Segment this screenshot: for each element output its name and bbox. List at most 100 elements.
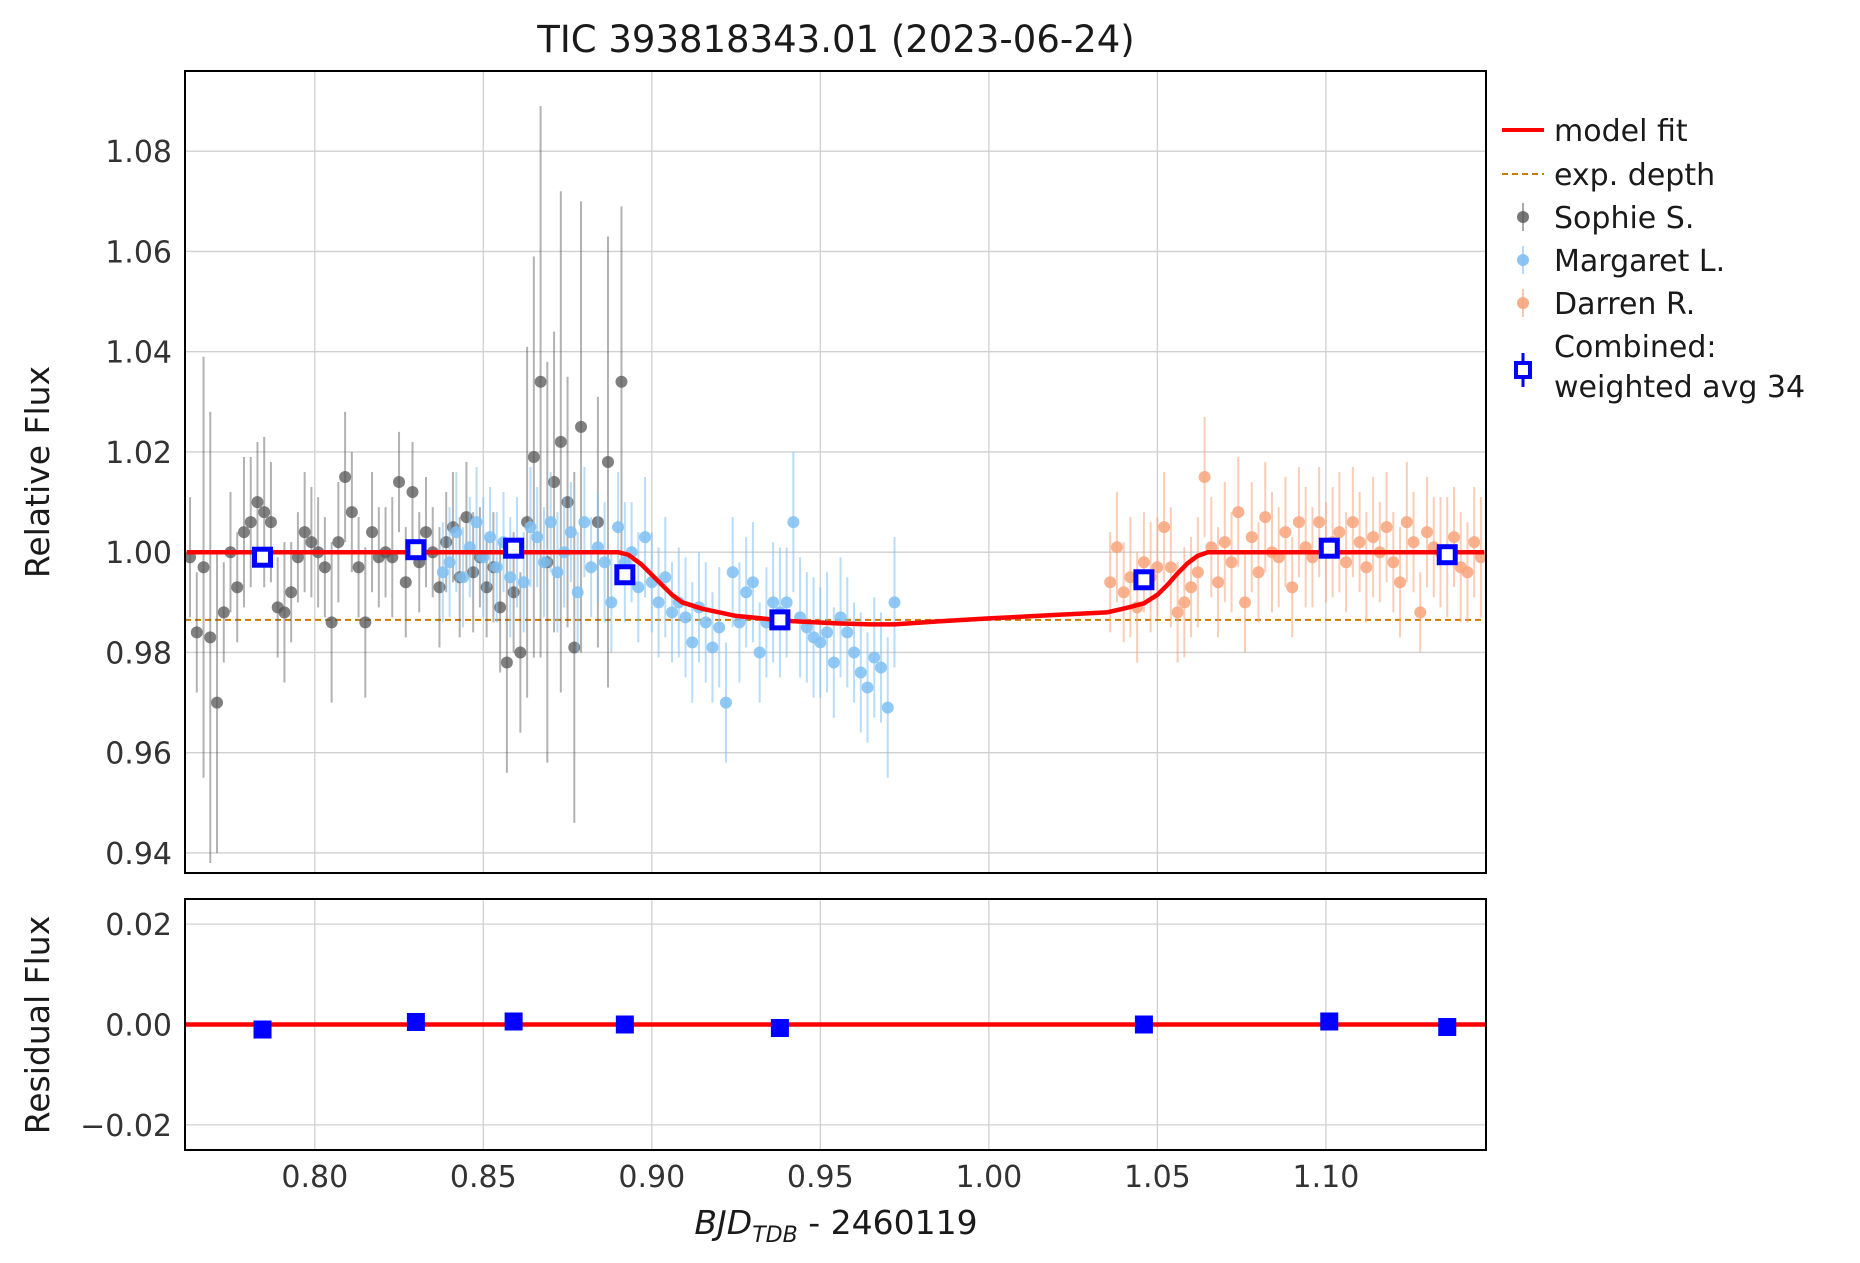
margaret-l-point bbox=[800, 621, 813, 634]
darren-r-point bbox=[1218, 536, 1231, 549]
margaret-l-point bbox=[537, 556, 550, 569]
x-tick-label: 1.10 bbox=[1293, 1160, 1360, 1195]
darren-r-point bbox=[1360, 561, 1373, 574]
darren-r-point bbox=[1286, 581, 1299, 594]
main-panel-frame bbox=[184, 70, 1487, 874]
darren-r-point bbox=[1292, 516, 1305, 529]
margaret-l-point bbox=[531, 531, 544, 544]
darren-r-point bbox=[1259, 511, 1272, 524]
y-axis-label-bottom: Residual Flux bbox=[18, 916, 57, 1134]
x-axis-label-rest: - 2460119 bbox=[798, 1203, 978, 1242]
sophie-s-point bbox=[318, 561, 331, 574]
main-panel: 0.94 0.96 0.98 1.00 1.02 1.04 1.06 1.08 bbox=[105, 70, 1487, 874]
darren-r-point bbox=[1313, 516, 1326, 529]
darren-r-point bbox=[1367, 531, 1380, 544]
darren-r-point bbox=[1421, 526, 1434, 539]
x-tick-label: 0.95 bbox=[787, 1160, 854, 1195]
darren-r-point bbox=[1414, 606, 1427, 619]
margaret-l-point bbox=[450, 526, 463, 539]
sophie-s-point bbox=[244, 516, 257, 529]
combined-point bbox=[614, 564, 636, 586]
sophie-s-point bbox=[500, 656, 513, 669]
legend-model-fit-label: model fit bbox=[1554, 114, 1688, 149]
sophie-s-point bbox=[534, 375, 547, 388]
margaret-l-point bbox=[780, 596, 793, 609]
model-fit-line bbox=[186, 549, 1485, 627]
margaret-l-point bbox=[746, 576, 759, 589]
sophie-s-point bbox=[575, 420, 588, 433]
margaret-l-point bbox=[598, 556, 611, 569]
sophie-s-point bbox=[258, 506, 271, 519]
darren-r-point bbox=[1333, 526, 1346, 539]
sophie-s-point bbox=[527, 450, 540, 463]
legend-darren-marker bbox=[1517, 297, 1529, 309]
photometry-points bbox=[184, 106, 1487, 863]
margaret-l-point bbox=[881, 701, 894, 714]
darren-r-point bbox=[1279, 526, 1292, 539]
combined-point bbox=[1133, 569, 1155, 591]
sophie-s-point bbox=[305, 536, 318, 549]
residual-points bbox=[253, 1012, 1457, 1039]
sophie-s-point bbox=[393, 476, 406, 489]
darren-r-point bbox=[1137, 556, 1150, 569]
margaret-l-point bbox=[713, 621, 726, 634]
margaret-l-point bbox=[470, 516, 483, 529]
darren-r-point bbox=[1232, 506, 1245, 519]
margaret-l-point bbox=[719, 696, 732, 709]
margaret-l-point bbox=[578, 516, 591, 529]
top-y-tick-label: 0.94 bbox=[105, 837, 172, 872]
margaret-l-point bbox=[659, 571, 672, 584]
margaret-l-point bbox=[787, 516, 800, 529]
darren-r-point bbox=[1353, 536, 1366, 549]
margaret-l-point bbox=[821, 626, 834, 639]
margaret-l-point bbox=[706, 641, 719, 654]
bottom-y-tick-label: 0.00 bbox=[105, 1009, 172, 1044]
x-axis-label: BJDTDB - 2460119 bbox=[694, 1203, 977, 1248]
margaret-l-point bbox=[861, 681, 874, 694]
margaret-l-point bbox=[686, 636, 699, 649]
legend-combined-marker bbox=[1514, 361, 1532, 379]
combined-point bbox=[769, 609, 791, 631]
legend-margaret-label: Margaret L. bbox=[1554, 244, 1725, 279]
top-y-tick-label: 0.98 bbox=[105, 636, 172, 671]
darren-r-point bbox=[1117, 586, 1130, 599]
x-tick-label: 1.00 bbox=[955, 1160, 1022, 1195]
margaret-l-point bbox=[666, 606, 679, 619]
combined-points bbox=[252, 537, 1458, 631]
margaret-l-point bbox=[699, 616, 712, 629]
combined-point bbox=[503, 537, 525, 559]
darren-r-point bbox=[1191, 566, 1204, 579]
legend-exp-depth-label: exp. depth bbox=[1554, 158, 1715, 193]
darren-r-point bbox=[1394, 576, 1407, 589]
darren-r-point bbox=[1447, 531, 1460, 544]
residual-point bbox=[1134, 1015, 1153, 1034]
x-tick-label: 0.80 bbox=[281, 1160, 348, 1195]
margaret-l-point bbox=[484, 531, 497, 544]
x-tick-label: 0.85 bbox=[450, 1160, 517, 1195]
top-y-tick-label: 0.96 bbox=[105, 737, 172, 772]
margaret-l-point bbox=[443, 556, 456, 569]
darren-r-point bbox=[1110, 541, 1123, 554]
margaret-l-point bbox=[848, 646, 861, 659]
margaret-l-point bbox=[517, 576, 530, 589]
darren-r-point bbox=[1104, 576, 1117, 589]
margaret-l-point bbox=[841, 626, 854, 639]
margaret-l-point bbox=[679, 611, 692, 624]
residual-point bbox=[1320, 1012, 1339, 1031]
margaret-l-point bbox=[834, 611, 847, 624]
margaret-l-point bbox=[490, 561, 503, 574]
residual-point bbox=[406, 1012, 425, 1031]
bottom-y-ticks: −0.02 0.00 0.02 bbox=[80, 908, 172, 1144]
margaret-l-point bbox=[854, 666, 867, 679]
sophie-s-point bbox=[601, 455, 614, 468]
combined-point bbox=[1318, 537, 1340, 559]
margaret-l-point bbox=[875, 661, 888, 674]
darren-r-point bbox=[1185, 581, 1198, 594]
darren-r-point bbox=[1171, 606, 1184, 619]
sophie-s-point bbox=[406, 486, 419, 499]
margaret-l-point bbox=[868, 651, 881, 664]
combined-point bbox=[252, 546, 274, 568]
legend-combined-label: Combined: bbox=[1554, 330, 1717, 365]
sophie-s-point bbox=[197, 561, 210, 574]
